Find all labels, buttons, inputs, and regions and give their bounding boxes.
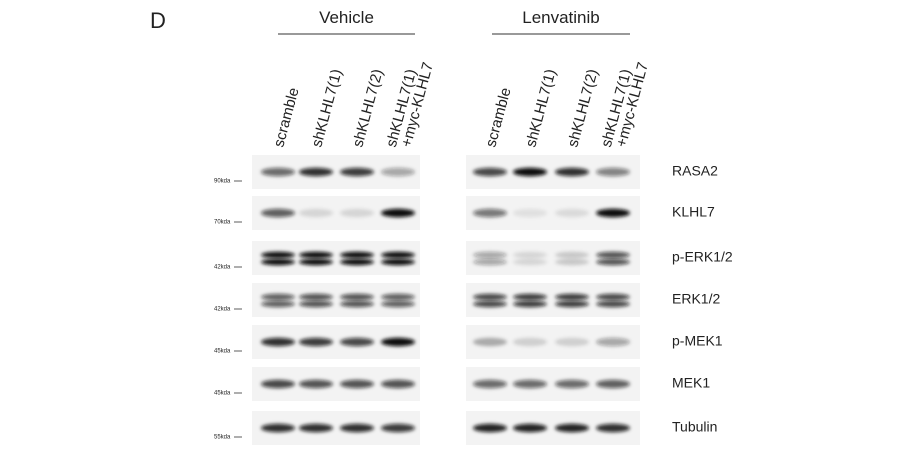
band	[299, 293, 333, 301]
band	[261, 300, 295, 308]
band	[340, 251, 374, 259]
band	[555, 167, 589, 177]
band	[473, 379, 507, 389]
band	[299, 208, 333, 218]
band	[381, 379, 415, 389]
protein-label: p-MEK1	[672, 333, 723, 349]
band	[261, 379, 295, 389]
protein-label: p-ERK1/2	[672, 249, 733, 265]
band	[596, 258, 630, 266]
band	[381, 337, 415, 347]
band	[340, 293, 374, 301]
band	[381, 300, 415, 308]
group-label: Vehicle	[319, 8, 374, 27]
band	[513, 293, 547, 301]
protein-label: ERK1/2	[672, 291, 720, 307]
band	[513, 337, 547, 347]
band	[381, 251, 415, 259]
band	[555, 208, 589, 218]
band	[555, 251, 589, 259]
band	[513, 423, 547, 433]
band	[473, 258, 507, 266]
band	[381, 208, 415, 218]
band	[513, 208, 547, 218]
band	[473, 423, 507, 433]
band	[381, 423, 415, 433]
band	[596, 423, 630, 433]
band	[473, 337, 507, 347]
band	[596, 251, 630, 259]
band	[473, 293, 507, 301]
marker-label: 45kda	[214, 349, 231, 355]
band	[596, 167, 630, 177]
band	[513, 251, 547, 259]
band	[340, 300, 374, 308]
band	[261, 258, 295, 266]
band	[555, 379, 589, 389]
marker-label: 42kda	[214, 307, 231, 313]
lane-label: scramble	[482, 86, 514, 149]
band	[261, 337, 295, 347]
lane-label: shKLHL7(1)	[308, 67, 345, 149]
band	[340, 258, 374, 266]
band	[261, 208, 295, 218]
band	[555, 423, 589, 433]
panel-label: D	[150, 8, 166, 33]
protein-label: KLHL7	[672, 204, 715, 220]
band	[513, 258, 547, 266]
protein-label: Tubulin	[672, 419, 717, 435]
band	[299, 423, 333, 433]
band	[381, 167, 415, 177]
band	[261, 293, 295, 301]
group-label: Lenvatinib	[522, 8, 600, 27]
marker-label: 42kda	[214, 265, 231, 271]
band	[299, 379, 333, 389]
band	[596, 208, 630, 218]
band	[381, 293, 415, 301]
band	[513, 300, 547, 308]
band	[340, 379, 374, 389]
band	[596, 379, 630, 389]
band	[340, 167, 374, 177]
band	[555, 258, 589, 266]
band	[299, 251, 333, 259]
band	[596, 337, 630, 347]
band	[596, 293, 630, 301]
band	[340, 337, 374, 347]
band	[299, 337, 333, 347]
marker-label: 55kda	[214, 435, 231, 441]
band	[299, 258, 333, 266]
marker-label: 45kda	[214, 391, 231, 397]
band	[299, 300, 333, 308]
marker-label: 70kda	[214, 220, 231, 226]
band	[340, 208, 374, 218]
band	[473, 251, 507, 259]
band	[261, 423, 295, 433]
lane-label: shKLHL7(2)	[564, 67, 601, 149]
band	[261, 167, 295, 177]
protein-label: MEK1	[672, 375, 710, 391]
band	[555, 293, 589, 301]
lane-label: shKLHL7(1)	[522, 67, 559, 149]
marker-label: 90kda	[214, 179, 231, 185]
lane-label: scramble	[270, 86, 302, 149]
band	[340, 423, 374, 433]
protein-label: RASA2	[672, 163, 718, 179]
band	[473, 208, 507, 218]
band	[299, 167, 333, 177]
band	[381, 258, 415, 266]
band	[555, 300, 589, 308]
band	[596, 300, 630, 308]
band	[473, 300, 507, 308]
band	[513, 379, 547, 389]
band	[473, 167, 507, 177]
band	[555, 337, 589, 347]
lane-label: shKLHL7(2)	[349, 67, 386, 149]
band	[261, 251, 295, 259]
band	[513, 167, 547, 177]
